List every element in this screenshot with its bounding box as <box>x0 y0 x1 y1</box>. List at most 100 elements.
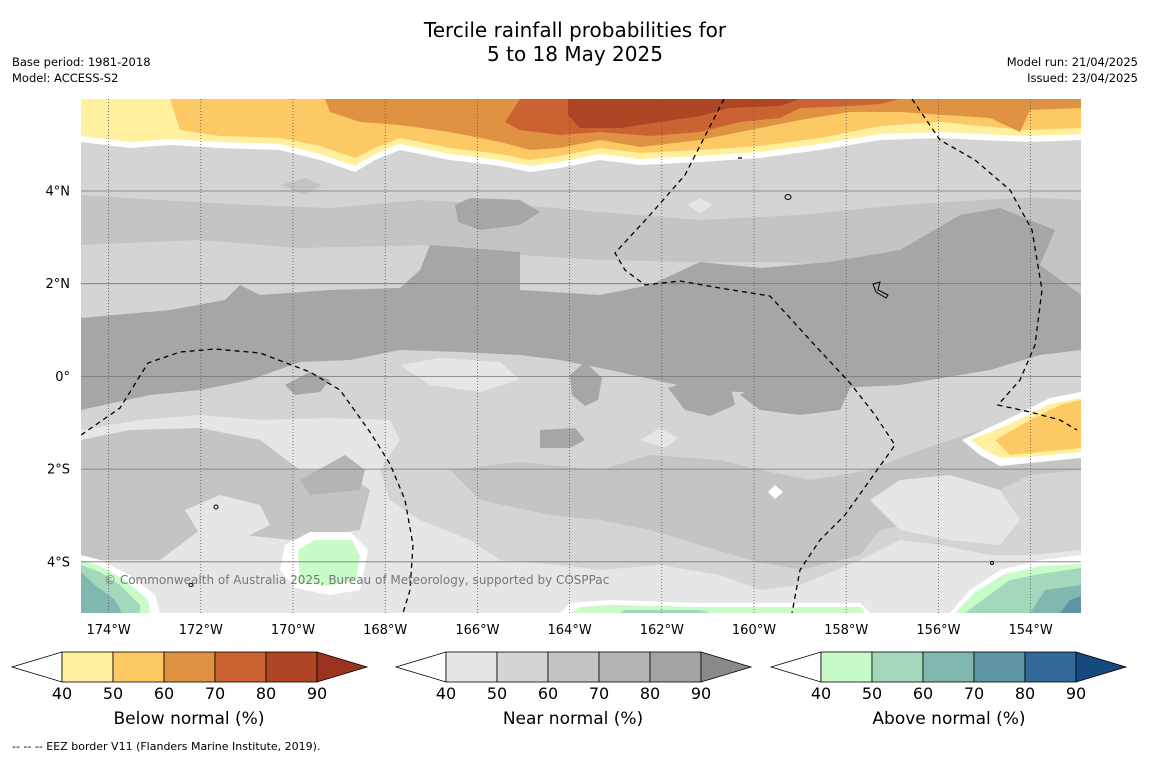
colorbar-low-extension <box>10 651 63 683</box>
colorbar-segment <box>547 651 600 683</box>
colorbar-segment <box>973 651 1026 683</box>
near-normal-40-patch <box>400 358 520 392</box>
colorbar-segment <box>445 651 498 683</box>
colorbar-tick-label: 70 <box>205 684 225 703</box>
longitude-tick-label: 170°W <box>271 623 315 638</box>
colorbar-tick-label: 60 <box>154 684 174 703</box>
near-normal-80-patch <box>285 372 330 395</box>
colorbar-tick-label: 80 <box>1015 684 1035 703</box>
colorbar-segment <box>163 651 216 683</box>
model-run-text: Model run: 21/04/2025 <box>1006 55 1138 69</box>
base-period-text: Base period: 1981-2018 <box>12 55 151 69</box>
near-normal-40-patch <box>688 198 712 213</box>
eez-border-west <box>81 348 414 613</box>
longitude-ticks: 174°W 172°W 170°W 168°W 166°W 164°W 162°W 160°W… <box>87 623 1053 638</box>
colorbar-tick-label: 90 <box>691 684 711 703</box>
island <box>872 281 889 299</box>
colorbar-high-extension <box>1075 651 1128 683</box>
map-field: © Commonwealth of Australia 2025, Bureau… <box>81 99 1081 613</box>
latitude-tick-label: 2°S <box>47 463 70 478</box>
longitude-tick-label: 162°W <box>640 623 684 638</box>
colorbar-segment <box>214 651 267 683</box>
colorbar-near: 40 50 60 70 80 90 <box>394 651 753 703</box>
near-normal-60-area <box>81 428 370 560</box>
above-normal-40-area <box>298 540 360 586</box>
colorbar-segment <box>871 651 924 683</box>
island <box>784 194 792 200</box>
colorbar-tick-label: 50 <box>862 684 882 703</box>
longitude-tick-label: 158°W <box>824 623 868 638</box>
latitude-ticks: 4°N 2°N 0° 2°S 4°S <box>46 185 71 571</box>
eez-legend-text: -- -- -- EEZ border V11 (Flanders Marine… <box>12 740 321 753</box>
title-line-2: 5 to 18 May 2025 <box>487 42 663 66</box>
colorbar-segment <box>922 651 975 683</box>
longitude-tick-label: 160°W <box>732 623 776 638</box>
model-text: Model: ACCESS-S2 <box>12 71 119 85</box>
near-normal-40-patch <box>640 428 678 448</box>
colorbar-tick-label: 50 <box>103 684 123 703</box>
near-normal-80-patch <box>668 378 735 416</box>
gridlines <box>81 99 1081 613</box>
colorbar-tick-label: 50 <box>487 684 507 703</box>
near-normal-60-area <box>81 195 1081 300</box>
colorbar-segment <box>61 651 114 683</box>
title-line-1: Tercile rainfall probabilities for <box>423 18 727 42</box>
above-normal-70-area <box>1060 596 1081 613</box>
colorbar-tick-label: 80 <box>256 684 276 703</box>
above-normal-50-area <box>620 610 710 613</box>
colorbar-tick-label: 90 <box>1066 684 1086 703</box>
near-normal-40-patch <box>185 495 270 540</box>
colorbar-tick-label: 70 <box>589 684 609 703</box>
longitude-tick-label: 166°W <box>455 623 499 638</box>
colorbar-tick-label: 70 <box>964 684 984 703</box>
copyright-text: © Commonwealth of Australia 2025, Bureau… <box>104 573 609 587</box>
colorbar-tick-label: 60 <box>913 684 933 703</box>
longitude-tick-label: 156°W <box>916 623 960 638</box>
colorbar-segment <box>496 651 549 683</box>
colorbar-above: 40 50 60 70 80 90 <box>769 651 1128 703</box>
longitude-tick-label: 168°W <box>363 623 407 638</box>
eez-borders <box>81 99 1078 613</box>
colorbar-segment <box>265 651 318 683</box>
colorbar-label-above: Above normal (%) <box>872 709 1026 729</box>
above-normal-60-area <box>81 572 122 613</box>
near-normal-70-patch <box>300 455 365 495</box>
latitude-tick-label: 0° <box>55 370 70 385</box>
colorbar-high-extension <box>700 651 753 683</box>
colorbar-segment <box>112 651 165 683</box>
below-normal-50-area <box>995 400 1081 455</box>
colorbar-low-extension <box>769 651 822 683</box>
colorbar-tick-label: 40 <box>52 684 72 703</box>
eez-border-central <box>614 99 896 613</box>
below-normal-80-area <box>568 99 800 128</box>
model-info: Base period: 1981-2018 Model: ACCESS-S2 <box>12 54 151 86</box>
longitude-tick-label: 164°W <box>548 623 592 638</box>
map-title: Tercile rainfall probabilities for 5 to … <box>0 18 1150 66</box>
near-normal-40-patch <box>870 475 1020 545</box>
colorbar-tick-label: 60 <box>538 684 558 703</box>
colorbar-segment <box>820 651 873 683</box>
islands <box>188 194 994 587</box>
colorbar-tick-label: 40 <box>811 684 831 703</box>
colorbar-high-extension <box>316 651 369 683</box>
eez-border-east <box>911 99 1078 431</box>
island <box>213 504 219 510</box>
colorbar-segment <box>598 651 651 683</box>
near-normal-80-patch <box>570 362 602 406</box>
issued-text: Issued: 23/04/2025 <box>1027 71 1138 85</box>
latitude-tick-label: 4°N <box>46 185 71 200</box>
near-normal-80-patch <box>540 428 585 448</box>
island <box>990 561 994 565</box>
colorbar-low-extension <box>394 651 447 683</box>
latitude-tick-label: 2°N <box>46 277 71 292</box>
longitude-tick-label: 174°W <box>87 623 131 638</box>
near-normal-80-patch <box>740 380 850 415</box>
issue-info: Model run: 21/04/2025 Issued: 23/04/2025 <box>1007 54 1138 86</box>
colorbar-tick-label: 40 <box>436 684 456 703</box>
colorbar-tick-label: 90 <box>307 684 327 703</box>
island <box>188 583 194 587</box>
longitude-tick-label: 172°W <box>179 623 223 638</box>
longitude-tick-label: 154°W <box>1009 623 1053 638</box>
near-normal-low-patch <box>768 485 783 499</box>
